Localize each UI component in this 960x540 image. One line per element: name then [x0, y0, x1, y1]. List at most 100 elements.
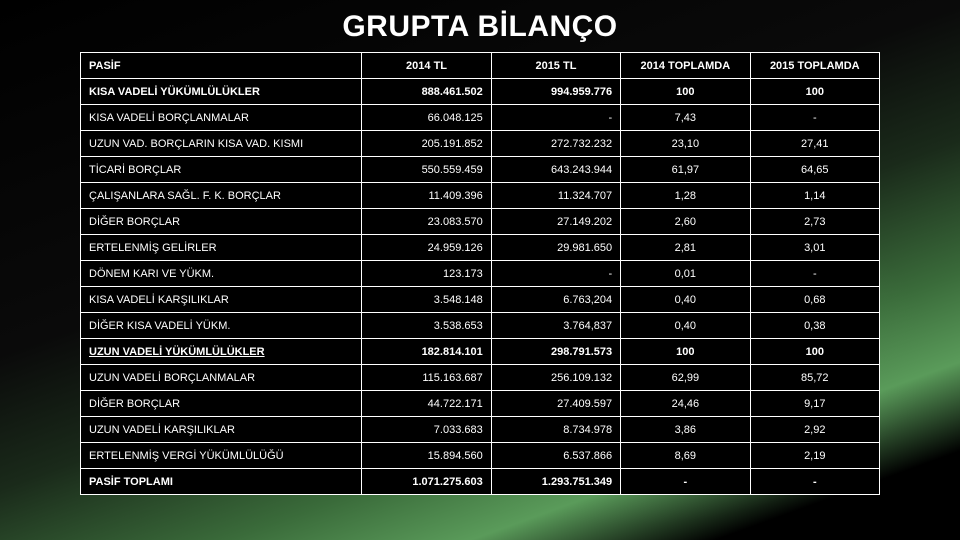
cell-2014toplamda: 2,60 [621, 209, 750, 235]
table-row: UZUN VADELİ YÜKÜMLÜLÜKLER182.814.101298.… [81, 339, 880, 365]
cell-2015tl: 3.764,837 [491, 313, 620, 339]
col-header-2014toplamda: 2014 TOPLAMDA [621, 53, 750, 79]
cell-2014tl: 115.163.687 [362, 365, 491, 391]
slide-title: GRUPTA BİLANÇO [0, 10, 960, 44]
cell-2015toplamda: - [750, 261, 879, 287]
balance-table: PASİF 2014 TL 2015 TL 2014 TOPLAMDA 2015… [80, 52, 880, 495]
row-label: DÖNEM KARI VE YÜKM. [81, 261, 362, 287]
table-row: KISA VADELİ KARŞILIKLAR3.548.1486.763,20… [81, 287, 880, 313]
cell-2014toplamda: 61,97 [621, 157, 750, 183]
cell-2015toplamda: 3,01 [750, 235, 879, 261]
cell-2014toplamda: 2,81 [621, 235, 750, 261]
row-label: DİĞER BORÇLAR [81, 209, 362, 235]
cell-2014tl: 182.814.101 [362, 339, 491, 365]
cell-2015tl: 6.763,204 [491, 287, 620, 313]
cell-2015tl: 643.243.944 [491, 157, 620, 183]
cell-2015tl: 298.791.573 [491, 339, 620, 365]
table-row: DİĞER BORÇLAR44.722.17127.409.59724,469,… [81, 391, 880, 417]
cell-2014toplamda: 100 [621, 79, 750, 105]
cell-2014toplamda: 0,01 [621, 261, 750, 287]
row-label: DİĞER BORÇLAR [81, 391, 362, 417]
cell-2014tl: 123.173 [362, 261, 491, 287]
cell-2015tl: 27.409.597 [491, 391, 620, 417]
table-row: ERTELENMİŞ VERGİ YÜKÜMLÜLÜĞÜ15.894.5606.… [81, 443, 880, 469]
table-row: KISA VADELİ YÜKÜMLÜLÜKLER888.461.502994.… [81, 79, 880, 105]
col-header-pasif: PASİF [81, 53, 362, 79]
cell-2014toplamda: 1,28 [621, 183, 750, 209]
row-label: ÇALIŞANLARA SAĞL. F. K. BORÇLAR [81, 183, 362, 209]
row-label: UZUN VADELİ YÜKÜMLÜLÜKLER [81, 339, 362, 365]
table-row: DİĞER KISA VADELİ YÜKM.3.538.6533.764,83… [81, 313, 880, 339]
table-row: PASİF TOPLAMI1.071.275.6031.293.751.349-… [81, 469, 880, 495]
cell-2014toplamda: 23,10 [621, 131, 750, 157]
cell-2014toplamda: - [621, 469, 750, 495]
table-header-row: PASİF 2014 TL 2015 TL 2014 TOPLAMDA 2015… [81, 53, 880, 79]
cell-2015tl: 994.959.776 [491, 79, 620, 105]
cell-2015toplamda: - [750, 469, 879, 495]
cell-2015toplamda: 100 [750, 79, 879, 105]
cell-2014tl: 3.548.148 [362, 287, 491, 313]
cell-2015toplamda: 27,41 [750, 131, 879, 157]
cell-2014tl: 205.191.852 [362, 131, 491, 157]
cell-2015toplamda: 2,92 [750, 417, 879, 443]
cell-2015tl: 27.149.202 [491, 209, 620, 235]
row-label: UZUN VAD. BORÇLARIN KISA VAD. KISMI [81, 131, 362, 157]
col-header-2015tl: 2015 TL [491, 53, 620, 79]
cell-2015toplamda: 1,14 [750, 183, 879, 209]
cell-2014tl: 11.409.396 [362, 183, 491, 209]
cell-2015tl: 11.324.707 [491, 183, 620, 209]
cell-2014toplamda: 3,86 [621, 417, 750, 443]
row-label: ERTELENMİŞ GELİRLER [81, 235, 362, 261]
cell-2015toplamda: 2,73 [750, 209, 879, 235]
table-row: UZUN VADELİ KARŞILIKLAR7.033.6838.734.97… [81, 417, 880, 443]
cell-2014toplamda: 100 [621, 339, 750, 365]
table-row: KISA VADELİ BORÇLANMALAR66.048.125-7,43- [81, 105, 880, 131]
row-label: PASİF TOPLAMI [81, 469, 362, 495]
cell-2015tl: 272.732.232 [491, 131, 620, 157]
row-label: TİCARİ BORÇLAR [81, 157, 362, 183]
cell-2014toplamda: 24,46 [621, 391, 750, 417]
cell-2014toplamda: 0,40 [621, 313, 750, 339]
cell-2015tl: 8.734.978 [491, 417, 620, 443]
cell-2014toplamda: 7,43 [621, 105, 750, 131]
cell-2015toplamda: 0,38 [750, 313, 879, 339]
cell-2015toplamda: 100 [750, 339, 879, 365]
cell-2014tl: 24.959.126 [362, 235, 491, 261]
table-row: TİCARİ BORÇLAR550.559.459643.243.94461,9… [81, 157, 880, 183]
cell-2015tl: - [491, 105, 620, 131]
cell-2014tl: 1.071.275.603 [362, 469, 491, 495]
cell-2014tl: 23.083.570 [362, 209, 491, 235]
cell-2014toplamda: 62,99 [621, 365, 750, 391]
table-row: UZUN VAD. BORÇLARIN KISA VAD. KISMI205.1… [81, 131, 880, 157]
cell-2015toplamda: 85,72 [750, 365, 879, 391]
cell-2014toplamda: 8,69 [621, 443, 750, 469]
row-label: UZUN VADELİ KARŞILIKLAR [81, 417, 362, 443]
cell-2015toplamda: 9,17 [750, 391, 879, 417]
cell-2015toplamda: 0,68 [750, 287, 879, 313]
cell-2014tl: 3.538.653 [362, 313, 491, 339]
table-row: ERTELENMİŞ GELİRLER24.959.12629.981.6502… [81, 235, 880, 261]
cell-2014tl: 888.461.502 [362, 79, 491, 105]
col-header-2015toplamda: 2015 TOPLAMDA [750, 53, 879, 79]
row-label: KISA VADELİ KARŞILIKLAR [81, 287, 362, 313]
col-header-2014tl: 2014 TL [362, 53, 491, 79]
cell-2014tl: 7.033.683 [362, 417, 491, 443]
cell-2014tl: 550.559.459 [362, 157, 491, 183]
row-label: DİĞER KISA VADELİ YÜKM. [81, 313, 362, 339]
cell-2014tl: 44.722.171 [362, 391, 491, 417]
cell-2015tl: - [491, 261, 620, 287]
cell-2015tl: 6.537.866 [491, 443, 620, 469]
cell-2015toplamda: 2,19 [750, 443, 879, 469]
cell-2014toplamda: 0,40 [621, 287, 750, 313]
table-row: DİĞER BORÇLAR23.083.57027.149.2022,602,7… [81, 209, 880, 235]
cell-2015tl: 1.293.751.349 [491, 469, 620, 495]
cell-2015toplamda: 64,65 [750, 157, 879, 183]
row-label: UZUN VADELİ BORÇLANMALAR [81, 365, 362, 391]
cell-2015tl: 256.109.132 [491, 365, 620, 391]
row-label: ERTELENMİŞ VERGİ YÜKÜMLÜLÜĞÜ [81, 443, 362, 469]
cell-2015tl: 29.981.650 [491, 235, 620, 261]
cell-2014tl: 66.048.125 [362, 105, 491, 131]
table-row: UZUN VADELİ BORÇLANMALAR115.163.687256.1… [81, 365, 880, 391]
table-row: ÇALIŞANLARA SAĞL. F. K. BORÇLAR11.409.39… [81, 183, 880, 209]
cell-2015toplamda: - [750, 105, 879, 131]
